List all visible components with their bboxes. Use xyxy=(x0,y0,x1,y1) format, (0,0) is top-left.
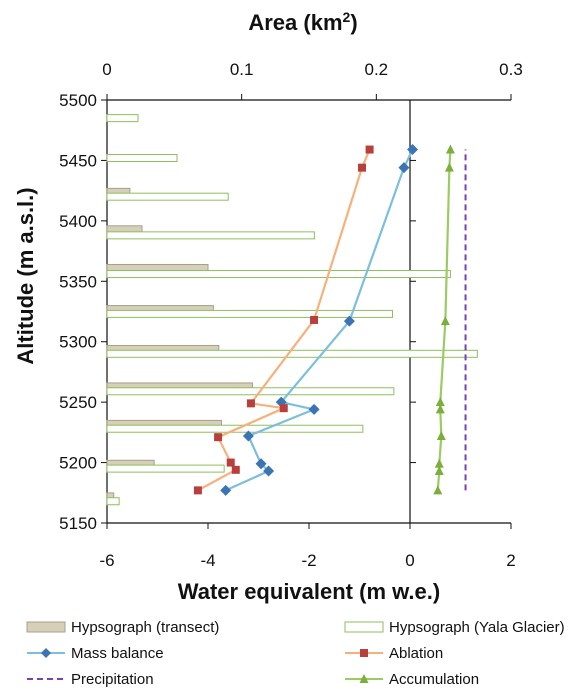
top-axis-tick-label: 0.3 xyxy=(499,60,523,79)
left-axis-tick-label: 5450 xyxy=(59,151,97,170)
left-axis-tick-label: 5250 xyxy=(59,393,97,412)
legend-label-accumulation: Accumulation xyxy=(389,671,479,688)
accumulation-marker xyxy=(434,466,444,476)
top-axis-title-end: ) xyxy=(350,10,357,35)
top-axis-title-sup: 2 xyxy=(343,9,351,25)
ablation-marker xyxy=(193,486,202,495)
ablation-marker xyxy=(365,145,374,154)
mass-balance-marker xyxy=(255,458,267,470)
mass-balance-marker xyxy=(343,315,355,327)
hypsograph-yala-bar xyxy=(106,309,393,318)
legend-marker-mass-balance xyxy=(41,648,51,658)
legend-label-ablation: Ablation xyxy=(389,645,443,662)
top-axis-tick-label: 0.1 xyxy=(230,60,254,79)
mass-balance-marker xyxy=(308,403,320,415)
mass-balance-marker xyxy=(263,465,275,477)
hypsograph-yala-bar xyxy=(106,231,315,240)
bottom-axis-tick-label: -2 xyxy=(301,551,316,570)
ablation-marker xyxy=(231,465,240,474)
legend-swatch-hypsograph-yala-glacier xyxy=(344,621,384,633)
bottom-axis-tick-label: -6 xyxy=(99,551,114,570)
ablation-marker xyxy=(310,315,319,324)
top-axis-title: Area (km2) xyxy=(248,9,357,35)
left-axis-tick-label: 5350 xyxy=(59,272,97,291)
ablation-marker xyxy=(279,404,288,413)
top-axis-tick-label: 0 xyxy=(102,60,111,79)
mass-balance-marker xyxy=(398,162,410,174)
ablation-marker xyxy=(246,399,255,408)
legend-label-mass-balance: Mass balance xyxy=(71,645,164,662)
legend-swatch-hypsograph-transect xyxy=(26,621,66,633)
ablation-marker xyxy=(214,433,223,442)
ablation-marker xyxy=(226,458,235,467)
bottom-axis-title: Water equivalent (m w.e.) xyxy=(178,579,440,604)
hypsograph-yala-bar xyxy=(106,270,451,279)
hypsograph-yala-bar xyxy=(106,464,225,473)
accumulation-marker xyxy=(440,316,450,326)
plot-area: 5150 5200 5250 5300 5350 5400 5450 5500 0 0.1 0.2 0… xyxy=(59,60,523,570)
accumulation-marker xyxy=(435,397,445,407)
mass-balance-marker xyxy=(407,144,419,156)
accumulation-marker xyxy=(444,162,454,172)
bottom-axis-tick-label: -4 xyxy=(200,551,215,570)
legend-label-hypsograph-yala-glacier: Hypsograph (Yala Glacier) xyxy=(389,619,565,636)
accumulation-marker xyxy=(436,430,446,440)
mass-balance-marker xyxy=(242,430,254,442)
legend-marker-ablation xyxy=(360,649,368,657)
bottom-axis-tick-label: 0 xyxy=(405,551,414,570)
left-axis-tick-label: 5500 xyxy=(59,91,97,110)
accumulation-marker xyxy=(435,404,445,414)
accumulation-marker xyxy=(434,458,444,468)
mass-balance-line xyxy=(225,149,414,492)
left-axis-title: Altitude (m a.s.l.) xyxy=(13,187,38,364)
left-axis-tick-label: 5400 xyxy=(59,212,97,231)
ablation-marker xyxy=(358,163,367,172)
hypsograph-yala-bar xyxy=(106,154,178,163)
accumulation-marker xyxy=(445,144,455,154)
hypsograph-yala-bar xyxy=(106,114,139,123)
top-axis-tick-label: 0.2 xyxy=(365,60,389,79)
bottom-axis-tick-label: 2 xyxy=(506,551,515,570)
legend-label-precipitation: Precipitation xyxy=(71,671,154,688)
hypsograph-yala-bar xyxy=(106,349,478,358)
hypsograph-yala-bar xyxy=(106,497,120,506)
legend: Hypsograph (transect) Hypsograph (Yala Gl… xyxy=(26,619,565,688)
accumulation-marker xyxy=(433,485,443,495)
left-axis-tick-label: 5200 xyxy=(59,454,97,473)
mass-balance-marker xyxy=(220,484,232,496)
hypsograph-yala-bar xyxy=(106,192,229,201)
left-axis-tick-label: 5150 xyxy=(59,514,97,533)
left-axis-tick-label: 5300 xyxy=(59,333,97,352)
legend-label-hypsograph-transect: Hypsograph (transect) xyxy=(71,619,219,636)
legend-marker-accumulation xyxy=(359,674,369,683)
hypsograph-yala-bar xyxy=(106,387,395,396)
